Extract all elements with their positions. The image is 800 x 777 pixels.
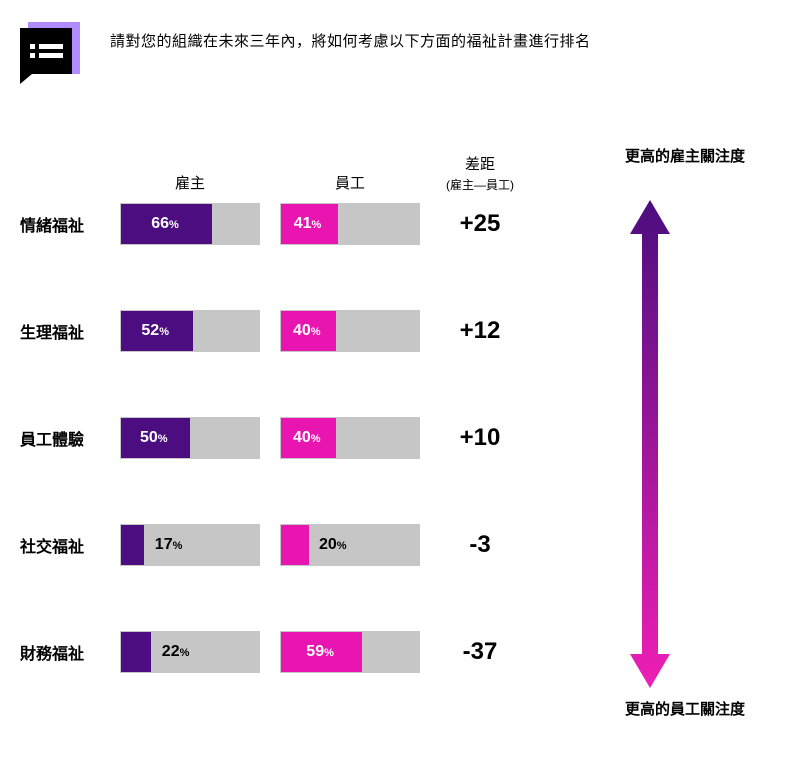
bar-fill bbox=[121, 632, 151, 672]
col-gap: 差距 (雇主—員工) bbox=[420, 153, 540, 193]
bar-value: 40% bbox=[293, 429, 321, 447]
employer-bar: 66% bbox=[120, 203, 260, 245]
row-label: 情緒福祉 bbox=[20, 212, 120, 236]
bar-value: 40% bbox=[293, 322, 321, 340]
prompt-icon bbox=[20, 22, 82, 84]
bar-value: 20% bbox=[319, 536, 347, 554]
employee-bar: 40% bbox=[280, 417, 420, 459]
gradient-arrow bbox=[630, 200, 670, 688]
employer-bar: 17% bbox=[120, 524, 260, 566]
employee-bar: 41% bbox=[280, 203, 420, 245]
header: 請對您的組織在未來三年內，將如何考慮以下方面的福祉計畫進行排名 bbox=[20, 22, 780, 84]
row-label: 社交福祉 bbox=[20, 533, 120, 557]
employee-bar: 40% bbox=[280, 310, 420, 352]
row-label: 生理福祉 bbox=[20, 319, 120, 343]
row-label: 員工體驗 bbox=[20, 426, 120, 450]
diff-value: +12 bbox=[420, 317, 540, 345]
col-employer: 雇主 bbox=[120, 172, 260, 193]
employee-bar: 59% bbox=[280, 631, 420, 673]
arrow-top-label: 更高的雇主關注度 bbox=[600, 145, 770, 166]
diff-value: -37 bbox=[420, 638, 540, 666]
bar-fill bbox=[121, 525, 144, 565]
col-employee: 員工 bbox=[280, 172, 420, 193]
employer-bar: 52% bbox=[120, 310, 260, 352]
diff-value: +10 bbox=[420, 424, 540, 452]
bar-value: 22% bbox=[162, 643, 190, 661]
employee-bar: 20% bbox=[280, 524, 420, 566]
arrow-bottom-label: 更高的員工關注度 bbox=[600, 698, 770, 719]
bar-value: 66% bbox=[151, 215, 179, 233]
bar-value: 50% bbox=[140, 429, 168, 447]
prompt-text: 請對您的組織在未來三年內，將如何考慮以下方面的福祉計畫進行排名 bbox=[110, 30, 591, 51]
bar-fill bbox=[281, 525, 309, 565]
bar-value: 41% bbox=[294, 215, 322, 233]
employer-bar: 50% bbox=[120, 417, 260, 459]
diff-value: -3 bbox=[420, 531, 540, 559]
bar-value: 17% bbox=[155, 536, 183, 554]
bar-value: 52% bbox=[141, 322, 169, 340]
bar-value: 59% bbox=[306, 643, 334, 661]
employer-bar: 22% bbox=[120, 631, 260, 673]
row-label: 財務福祉 bbox=[20, 640, 120, 664]
diff-value: +25 bbox=[420, 210, 540, 238]
